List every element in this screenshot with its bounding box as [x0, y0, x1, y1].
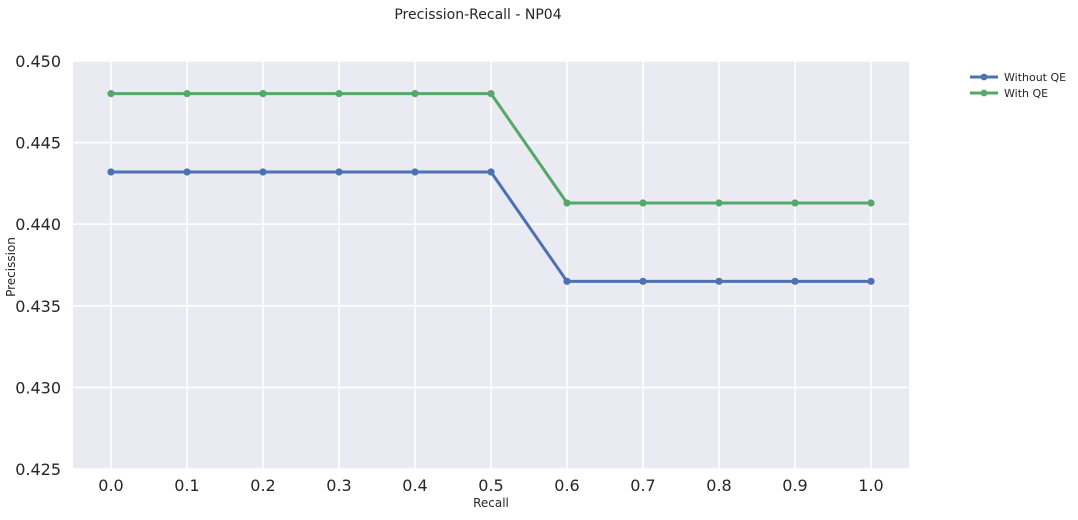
data-point — [411, 90, 419, 98]
data-point — [791, 277, 799, 285]
y-axis-ticks: 0.425 0.430 0.435 0.440 0.445 0.450 — [15, 52, 61, 479]
y-tick-label: 0.425 — [15, 460, 61, 479]
x-tick-label: 0.9 — [782, 476, 807, 495]
x-tick-label: 0.2 — [250, 476, 275, 495]
data-point — [335, 90, 343, 98]
x-tick-label: 0.7 — [630, 476, 655, 495]
data-point — [183, 168, 191, 176]
data-point — [715, 199, 723, 207]
data-point — [487, 168, 495, 176]
legend-marker — [980, 89, 988, 97]
legend: Without QE With QE — [970, 71, 1066, 100]
series-without-qe — [107, 168, 875, 285]
series-layer — [107, 90, 875, 285]
x-tick-label: 0.4 — [402, 476, 427, 495]
x-axis-label: Recall — [473, 496, 509, 510]
data-point — [259, 90, 267, 98]
legend-label: With QE — [1004, 87, 1048, 100]
data-point — [183, 90, 191, 98]
data-point — [487, 90, 495, 98]
x-axis-ticks: 0.0 0.1 0.2 0.3 0.4 0.5 0.6 0.7 0.8 0.9 1.0 — [98, 476, 883, 495]
x-tick-label: 0.3 — [326, 476, 351, 495]
data-point — [867, 277, 875, 285]
legend-label: Without QE — [1004, 71, 1066, 84]
chart-title: Precission-Recall - NP04 — [394, 7, 561, 23]
series-with-qe — [107, 90, 875, 207]
grid-lines — [73, 60, 909, 470]
y-tick-label: 0.435 — [15, 297, 61, 316]
y-tick-label: 0.430 — [15, 378, 61, 397]
y-axis-label: Precission — [4, 237, 18, 297]
data-point — [639, 277, 647, 285]
y-tick-label: 0.450 — [15, 52, 61, 71]
y-tick-label: 0.440 — [15, 215, 61, 234]
legend-item: Without QE — [970, 71, 1066, 84]
data-point — [107, 90, 115, 98]
data-point — [411, 168, 419, 176]
y-tick-label: 0.445 — [15, 134, 61, 153]
legend-item: With QE — [970, 87, 1048, 100]
data-point — [791, 199, 799, 207]
data-point — [563, 199, 571, 207]
legend-marker — [980, 73, 988, 81]
data-point — [107, 168, 115, 176]
data-point — [715, 277, 723, 285]
data-point — [259, 168, 267, 176]
x-tick-label: 0.1 — [174, 476, 199, 495]
data-point — [867, 199, 875, 207]
x-tick-label: 0.5 — [478, 476, 503, 495]
data-point — [563, 277, 571, 285]
data-point — [335, 168, 343, 176]
x-tick-label: 0.8 — [706, 476, 731, 495]
data-point — [639, 199, 647, 207]
x-tick-label: 1.0 — [858, 476, 883, 495]
x-tick-label: 0.0 — [98, 476, 123, 495]
x-tick-label: 0.6 — [554, 476, 579, 495]
